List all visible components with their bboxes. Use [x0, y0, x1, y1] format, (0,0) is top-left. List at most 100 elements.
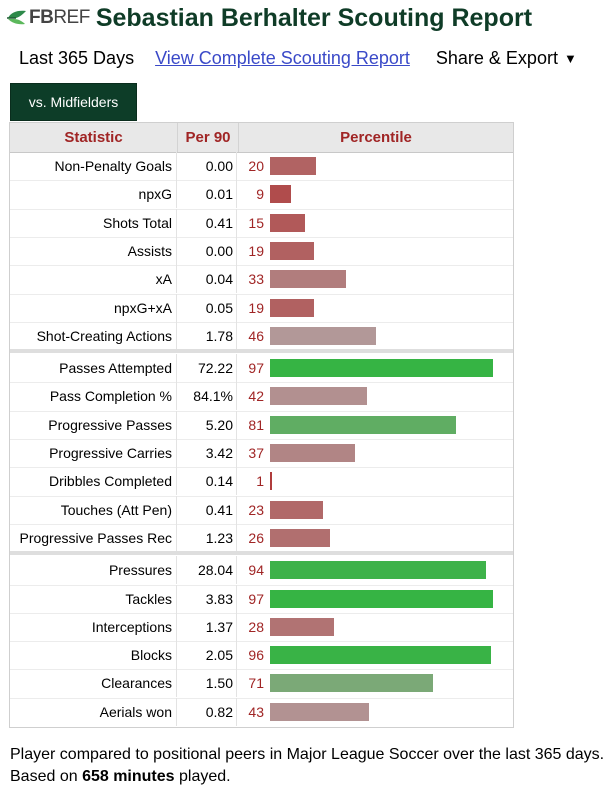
percentile-bar: [270, 703, 369, 721]
percentile-bar: [270, 472, 273, 490]
per90-value: 0.00: [177, 237, 237, 265]
percentile-value: 19: [248, 300, 264, 316]
fbref-logo[interactable]: FB REF: [6, 3, 90, 33]
row-separator: [10, 382, 513, 383]
table-row: npxG 0.01 9: [10, 180, 513, 208]
percentile-bar-cell: [267, 411, 513, 439]
table-row: Interceptions 1.37 28: [10, 613, 513, 641]
stat-name: Pressures: [10, 556, 177, 584]
header-per90[interactable]: Per 90: [178, 123, 239, 152]
percentile-value: 71: [248, 675, 264, 691]
percentile-bar-cell: [267, 698, 513, 726]
percentile-bar-cell: [267, 496, 513, 524]
percentile-bar-cell: [267, 641, 513, 669]
percentile-value: 19: [248, 243, 264, 259]
percentile-bar-cell: [267, 439, 513, 467]
stat-name: Non-Penalty Goals: [10, 152, 177, 180]
group-divider: [10, 349, 513, 354]
stat-name: Progressive Passes Rec: [10, 524, 177, 552]
percentile-bar: [270, 387, 367, 405]
percentile-bar: [270, 157, 316, 175]
per90-value: 28.04: [177, 556, 237, 584]
share-export-menu[interactable]: Share & Export ▼: [436, 48, 577, 69]
row-separator: [10, 411, 513, 412]
stat-name: xA: [10, 265, 177, 293]
table-row: Blocks 2.05 96: [10, 641, 513, 669]
stat-name: Shot-Creating Actions: [10, 322, 177, 350]
percentile-value: 37: [248, 445, 264, 461]
percentile-bar-cell: [267, 152, 513, 180]
percentile-bar: [270, 501, 323, 519]
period-label: Last 365 Days: [19, 47, 135, 68]
row-separator: [10, 294, 513, 295]
per90-value: 3.83: [177, 585, 237, 613]
per90-value: 2.05: [177, 641, 237, 669]
row-separator: [10, 467, 513, 468]
table-row: Assists 0.00 19: [10, 237, 513, 265]
percentile-bar-cell: [267, 556, 513, 584]
table-row: Passes Attempted 72.22 97: [10, 354, 513, 382]
stat-name: Progressive Passes: [10, 411, 177, 439]
percentile-bar-cell: [267, 265, 513, 293]
row-separator: [10, 698, 513, 699]
percentile-bar: [270, 416, 457, 434]
percentile-bar-cell: [267, 613, 513, 641]
row-separator: [10, 237, 513, 238]
page-header: FB REF Sebastian Berhalter Scouting Repor…: [6, 2, 532, 34]
percentile-value: 46: [248, 328, 264, 344]
footnote-text-before: Player compared to positional peers in M…: [10, 746, 605, 785]
table-row: Progressive Carries 3.42 37: [10, 439, 513, 467]
table-row: Non-Penalty Goals 0.00 20: [10, 152, 513, 180]
stat-name: npxG+xA: [10, 294, 177, 322]
tab-vs-midfielders[interactable]: vs. Midfielders: [10, 83, 137, 121]
table-header: Statistic Per 90 Percentile: [10, 123, 513, 153]
table-row: Tackles 3.83 97: [10, 585, 513, 613]
percentile-bar-cell: [267, 237, 513, 265]
stat-name: Pass Completion %: [10, 382, 177, 410]
row-separator: [10, 496, 513, 497]
percentile-value: 26: [248, 530, 264, 546]
header-statistic[interactable]: Statistic: [10, 123, 178, 152]
table-row: Pass Completion % 84.1% 42: [10, 382, 513, 410]
percentile-bar: [270, 590, 494, 608]
per90-value: 1.50: [177, 669, 237, 697]
row-separator: [10, 265, 513, 266]
percentile-bar: [270, 185, 291, 203]
complete-report-link[interactable]: View Complete Scouting Report: [155, 47, 410, 68]
table-row: Progressive Passes Rec 1.23 26: [10, 524, 513, 552]
row-separator: [10, 209, 513, 210]
row-separator: [10, 322, 513, 323]
per90-value: 5.20: [177, 411, 237, 439]
stat-name: Dribbles Completed: [10, 467, 177, 495]
table-row: Shot-Creating Actions 1.78 46: [10, 322, 513, 350]
stat-name: Touches (Att Pen): [10, 496, 177, 524]
stat-name: Tackles: [10, 585, 177, 613]
percentile-value: 28: [248, 619, 264, 635]
stat-name: Blocks: [10, 641, 177, 669]
table-row: Aerials won 0.82 43: [10, 698, 513, 726]
percentile-value: 97: [248, 360, 264, 376]
footnote-minutes: 658 minutes: [82, 768, 175, 785]
percentile-bar: [270, 242, 314, 260]
table-row: Touches (Att Pen) 0.41 23: [10, 496, 513, 524]
share-export-label: Share & Export: [435, 47, 558, 68]
per90-value: 1.78: [177, 322, 237, 350]
per90-value: 1.23: [177, 524, 237, 552]
per90-value: 84.1%: [177, 382, 237, 410]
table-row: Shots Total 0.41 15: [10, 209, 513, 237]
percentile-value: 97: [248, 591, 264, 607]
percentile-bar: [270, 618, 335, 636]
per90-value: 0.14: [177, 467, 237, 495]
percentile-value: 1: [256, 473, 264, 489]
percentile-bar-cell: [267, 585, 513, 613]
percentile-value: 94: [248, 562, 264, 578]
percentile-value: 15: [248, 215, 264, 231]
header-percentile[interactable]: Percentile: [340, 129, 412, 146]
percentile-bar: [270, 561, 487, 579]
percentile-bar-cell: [267, 180, 513, 208]
percentile-value: 43: [248, 704, 264, 720]
percentile-value: 33: [248, 271, 264, 287]
stat-name: Aerials won: [10, 698, 177, 726]
group-divider: [10, 551, 513, 556]
stat-name: Clearances: [10, 669, 177, 697]
